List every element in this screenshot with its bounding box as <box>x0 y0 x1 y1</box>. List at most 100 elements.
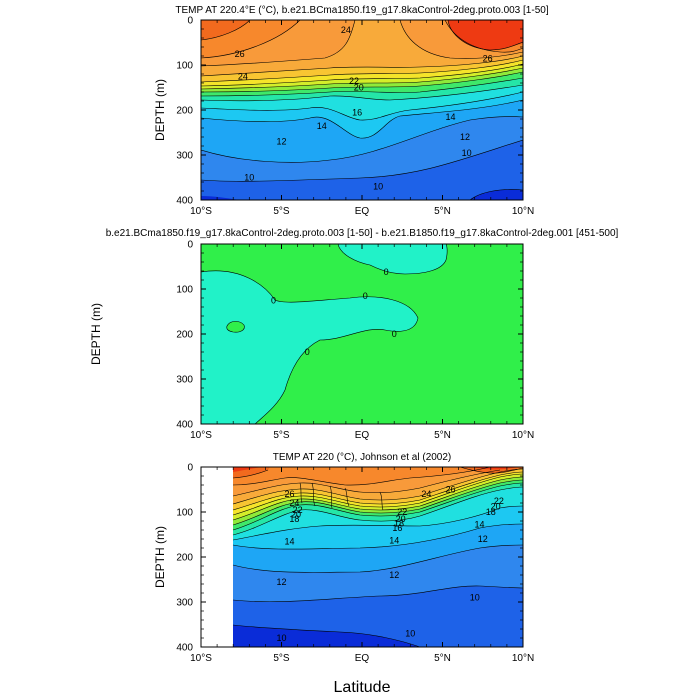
panel-1-title: TEMP AT 220.4°E (°C), b.e21.BCma1850.f19… <box>175 5 548 16</box>
y-tick-label: 0 <box>187 463 193 474</box>
panel-2: b.e21.BCma1850.f19_g17.8kaControl-2deg.p… <box>89 228 619 441</box>
contour-label: 18 <box>289 514 299 524</box>
contour-label: 10 <box>462 148 472 158</box>
contour-label: 26 <box>446 485 456 495</box>
band-26 <box>201 20 523 58</box>
contour-label: 22 <box>494 496 504 506</box>
band3-deep <box>233 625 420 647</box>
contour-label: 24 <box>238 71 248 81</box>
contour-label: 24 <box>421 489 431 499</box>
y-tick-label: 100 <box>176 61 193 72</box>
y-tick-label: 100 <box>176 285 193 296</box>
x-tick-label: EQ <box>355 653 370 664</box>
x-tick-label: 10°N <box>512 206 534 217</box>
contour-label: 22 <box>349 76 359 86</box>
contour-label: 10 <box>470 593 480 603</box>
contour-label: 16 <box>352 107 362 117</box>
contour-label: 14 <box>389 535 399 545</box>
x-tick-label: EQ <box>355 430 370 441</box>
contour-label: 14 <box>317 121 327 131</box>
contour-label: 12 <box>276 137 286 147</box>
contour-label: 18 <box>394 518 404 528</box>
contour-label: 0 <box>271 295 276 305</box>
contour-label: 14 <box>475 520 485 530</box>
contour-label: 20 <box>291 509 301 519</box>
x-tick-label: 5°S <box>273 206 290 217</box>
region-negative-top <box>338 244 448 274</box>
x-tick-label: 10°N <box>512 430 534 441</box>
panel-1-ylabel: DEPTH (m) <box>153 79 167 141</box>
panel-3: TEMP AT 220 (°C), Johnson et al (2002) <box>153 452 534 664</box>
contour-label: 22 <box>397 507 407 517</box>
panel-1: TEMP AT 220.4°E (°C), b.e21.BCma1850.f19… <box>153 5 549 217</box>
contour-label: 10 <box>276 633 286 643</box>
contour-label: 20 <box>396 514 406 524</box>
y-tick-label: 200 <box>176 106 193 117</box>
contour-label: 10 <box>244 173 254 183</box>
y-tick-label: 300 <box>176 598 193 609</box>
x-tick-label: 5°N <box>434 206 451 217</box>
contour-label: 18 <box>486 507 496 517</box>
y-tick-label: 300 <box>176 151 193 162</box>
panel-2-axes: 10°S 5°S EQ 5°N 10°N 0 100 200 300 400 <box>176 240 534 442</box>
panel-3-title: TEMP AT 220 (°C), Johnson et al (2002) <box>273 452 452 463</box>
panel-1-axes: 10°S 5°S EQ 5°N 10°N 0 100 200 300 400 <box>176 16 534 218</box>
band3-26 <box>233 467 490 486</box>
region-negative-main <box>201 270 418 424</box>
panel-2-contour-fill <box>201 244 523 424</box>
y-tick-label: 400 <box>176 196 193 207</box>
contour-label: 14 <box>285 536 295 546</box>
contour-label: 16 <box>392 523 402 533</box>
x-tick-label: 10°S <box>190 206 212 217</box>
contour-label: 22 <box>293 505 303 515</box>
contour-label: 0 <box>392 329 397 339</box>
panel-2-contour-lines <box>201 244 448 424</box>
y-tick-label: 400 <box>176 643 193 654</box>
contour-label: 20 <box>354 83 364 93</box>
contour-label: 12 <box>460 132 470 142</box>
contour-label: 26 <box>483 53 493 63</box>
panel-2-ylabel: DEPTH (m) <box>89 303 103 365</box>
contour-label: 12 <box>389 570 399 580</box>
y-tick-label: 200 <box>176 330 193 341</box>
contour-label: 14 <box>446 112 456 122</box>
contour-label: 24 <box>341 25 351 35</box>
region-positive-island <box>226 321 245 333</box>
x-tick-label: 5°N <box>434 653 451 664</box>
panel-3-contour-fill <box>232 467 523 647</box>
contour-label: 26 <box>285 489 295 499</box>
x-tick-label: 10°S <box>190 430 212 441</box>
panel-2-contour-labels: 0 0 0 0 0 <box>271 267 397 357</box>
contour-label: 0 <box>305 347 310 357</box>
contour-label: 26 <box>235 49 245 59</box>
x-tick-label: 5°N <box>434 430 451 441</box>
x-tick-label: 5°S <box>273 430 290 441</box>
y-tick-label: 100 <box>176 508 193 519</box>
x-tick-label: 10°N <box>512 653 534 664</box>
contour-label: 0 <box>384 267 389 277</box>
x-axis-label: Latitude <box>334 679 391 696</box>
contour-label: 20 <box>491 502 501 512</box>
x-tick-label: EQ <box>355 206 370 217</box>
panel-1-contour-fill <box>201 20 523 200</box>
panel-1-contour-lines <box>201 20 523 200</box>
x-tick-label: 5°S <box>273 653 290 664</box>
panel-3-contour-lines <box>232 467 523 647</box>
y-tick-label: 200 <box>176 553 193 564</box>
y-tick-label: 400 <box>176 420 193 431</box>
contour-label: 12 <box>478 534 488 544</box>
x-tick-label: 10°S <box>190 653 212 664</box>
contour-label: 10 <box>373 182 383 192</box>
y-tick-label: 0 <box>187 240 193 251</box>
panel-3-ylabel: DEPTH (m) <box>153 526 167 588</box>
y-tick-label: 300 <box>176 375 193 386</box>
contour-label: 24 <box>289 498 299 508</box>
contour-label: 0 <box>363 291 368 301</box>
contour-label: 10 <box>405 629 415 639</box>
panel-3-axes: 10°S 5°S EQ 5°N 10°N 0 100 200 300 400 <box>176 463 534 665</box>
contour-label: 12 <box>276 577 286 587</box>
y-tick-label: 0 <box>187 16 193 27</box>
